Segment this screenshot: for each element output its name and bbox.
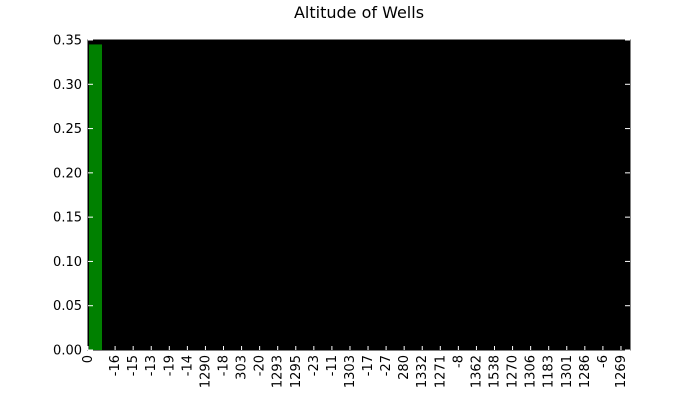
- x-tick-label: -6: [596, 355, 611, 368]
- y-tick-label: 0.05: [53, 299, 82, 314]
- x-tick-label: -19: [162, 355, 177, 376]
- x-tick-label: 1270: [506, 355, 521, 388]
- y-tick-label: 0.25: [53, 122, 82, 137]
- x-tick-label: -11: [325, 355, 340, 376]
- y-tick-label: 0.20: [53, 166, 82, 181]
- x-tick-label: -15: [126, 355, 141, 376]
- x-tick-label: 1290: [198, 355, 213, 388]
- x-tick-label: 1271: [433, 355, 448, 388]
- x-tick-label: 1306: [524, 355, 539, 388]
- y-axis: 0.00 0.05 0.10 0.15 0.20 0.25 0.30 0.35: [53, 34, 630, 359]
- x-tick-label: -16: [108, 355, 123, 376]
- x-tick-label: 1301: [560, 355, 575, 388]
- x-tick-label: 280: [397, 355, 412, 380]
- x-tick-label: 1362: [469, 355, 484, 388]
- x-tick-label: -23: [307, 355, 322, 376]
- x-tick-label: -17: [361, 355, 376, 376]
- bars-layer: [89, 44, 103, 351]
- y-tick-label: 0.35: [53, 34, 82, 49]
- x-tick-label: 1286: [578, 355, 593, 388]
- y-tick-label: 0.30: [53, 78, 82, 93]
- x-tick-label: 1183: [542, 355, 557, 388]
- x-tick-label: -14: [180, 355, 195, 376]
- x-tick-label: -13: [144, 355, 159, 376]
- x-tick-label: -27: [379, 355, 394, 376]
- x-tick-label: -20: [253, 355, 268, 376]
- x-tick-label: 1332: [415, 355, 430, 388]
- y-tick-label: 0.00: [53, 344, 82, 359]
- x-tick-label: 1303: [343, 355, 358, 388]
- x-tick-label: 0: [81, 355, 96, 363]
- plot-area: [87, 39, 631, 351]
- bar-0: [89, 44, 103, 351]
- y-tick-label: 0.10: [53, 255, 82, 270]
- chart-title: Altitude of Wells: [294, 3, 424, 22]
- x-tick-label: 1538: [488, 355, 503, 388]
- x-tick-label: -18: [217, 355, 232, 376]
- x-tick-label: -8: [451, 355, 466, 368]
- x-tick-label: 303: [235, 355, 250, 380]
- x-axis: 0 -16 -15 -13 -19 -14 1290 -18 303 -20 1293 1295 -23…: [81, 346, 629, 388]
- y-tick-label: 0.15: [53, 211, 82, 226]
- x-tick-label: 1295: [289, 355, 304, 388]
- x-tick-label: 1269: [614, 355, 629, 388]
- x-tick-label: 1293: [271, 355, 286, 388]
